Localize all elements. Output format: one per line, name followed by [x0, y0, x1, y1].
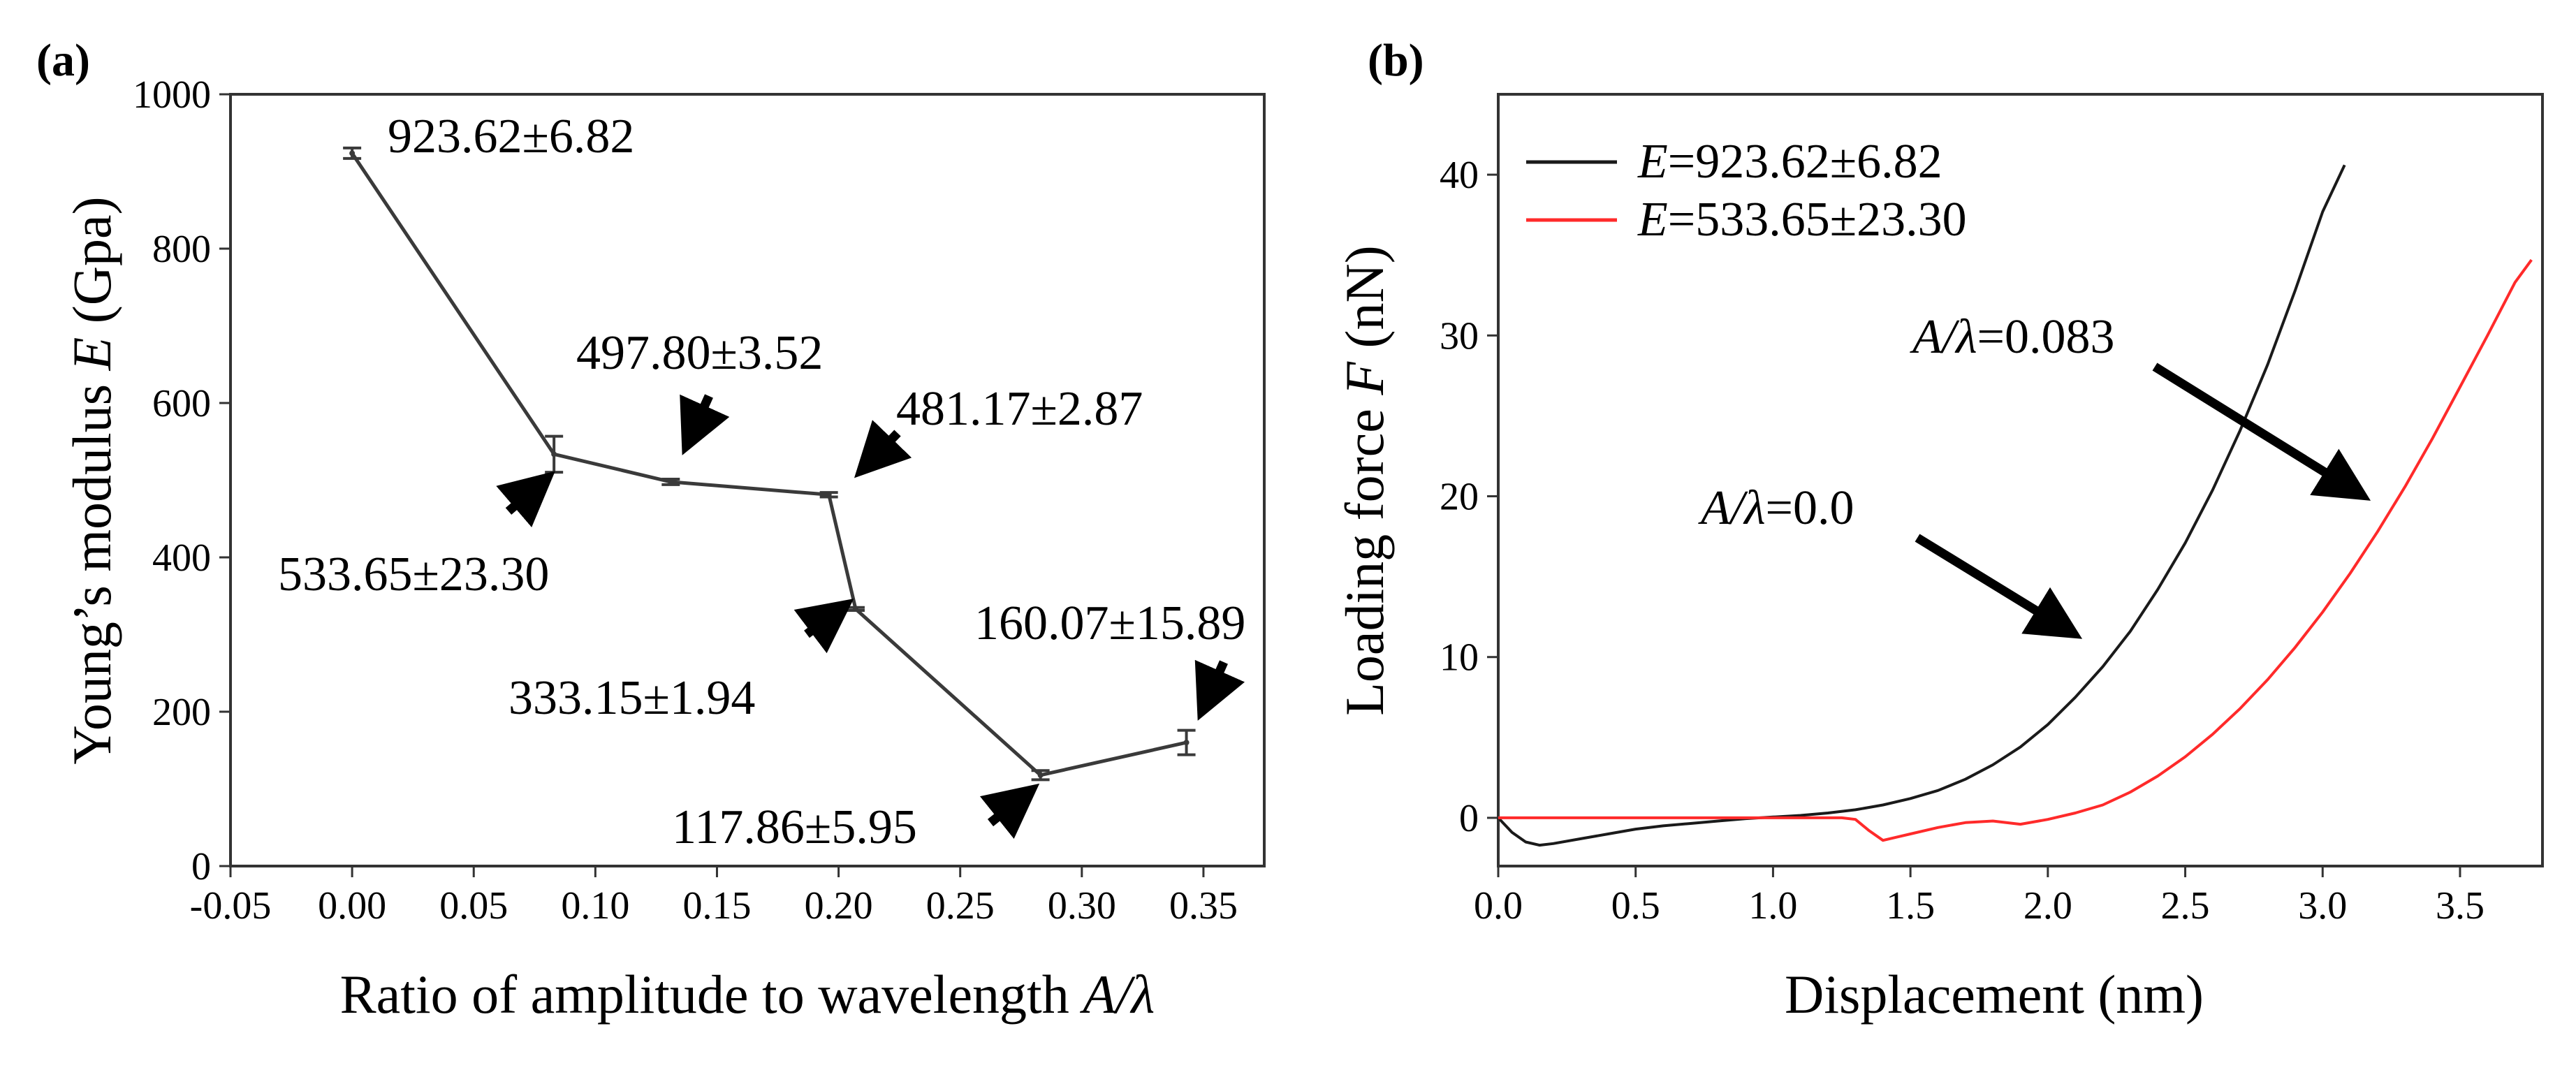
panel-a-ytick-label-4: 800 — [152, 228, 211, 271]
panel-a-xlabel: Ratio of amplitude to wavelength A/λ — [340, 964, 1155, 1025]
panel-a-ylabel: Young’s modulus E (Gpa) — [61, 196, 122, 764]
data-point-3 — [826, 492, 832, 498]
panel-a-ytick-label-0: 0 — [191, 845, 211, 888]
annotation-5: 117.86±5.95 — [672, 800, 917, 854]
panel-b-ytick-label-2: 20 — [1440, 476, 1479, 519]
data-point-1 — [551, 451, 557, 457]
panel-b-xtick-label-1: 0.5 — [1611, 884, 1660, 928]
arrow-1 — [496, 471, 555, 527]
panel-b-ytick-label-4: 40 — [1440, 154, 1479, 197]
legend-label-1: E=533.65±23.30 — [1637, 193, 1967, 247]
panel-a-xtick-label-8: 0.35 — [1169, 884, 1238, 928]
data-point-0 — [349, 150, 356, 156]
panel-b-ytick-label-1: 10 — [1440, 636, 1479, 680]
panel-b-xtick-label-7: 3.5 — [2436, 884, 2484, 928]
arrow-2 — [680, 394, 730, 455]
panel-a-ytick-label-3: 600 — [152, 382, 211, 425]
arrow-ratio-0 — [1915, 534, 2083, 639]
annotation-1: 533.65±23.30 — [278, 548, 549, 601]
panel-b-legend: E=923.62±6.82 E=533.65±23.30 — [1526, 135, 1967, 247]
panel-a-series-line-0 — [351, 152, 1187, 777]
panel-b-plot-frame — [1497, 93, 2544, 867]
annotation-ratio-0: A/λ=0.0 — [1698, 481, 1854, 535]
data-point-6 — [1183, 740, 1190, 746]
annotation-4: 333.15±1.94 — [508, 671, 755, 725]
panel-b-ylabel: Loading force F (nN) — [1334, 245, 1395, 716]
panel-b-xtick-label-2: 1.0 — [1748, 884, 1797, 928]
annotation-0: 923.62±6.82 — [388, 110, 634, 163]
data-point-5 — [1037, 772, 1044, 778]
panel-b-ytick-label-0: 0 — [1459, 797, 1479, 840]
panel-b-xtick-label-4: 2.0 — [2024, 884, 2072, 928]
panel-b-xtick-label-0: 0.0 — [1474, 884, 1523, 928]
legend-label-0: E=923.62±6.82 — [1637, 135, 1942, 189]
panel-a-xtick-label-1: 0.00 — [318, 884, 386, 928]
panel-a: (a) -0.05 0.00 0.05 0.10 0.15 0.20 0.25 0.30 0.3… — [36, 35, 1266, 1025]
panel-b-ytick-label-3: 30 — [1440, 314, 1479, 358]
arrow-ratio-0083 — [2152, 362, 2371, 501]
panel-a-xtick-label-2: 0.05 — [439, 884, 508, 928]
panel-b-series-line-0 — [1497, 164, 2346, 847]
arrow-6 — [1194, 659, 1245, 721]
panel-b-xtick-label-3: 1.5 — [1886, 884, 1935, 928]
panel-b-xlabel: Displacement (nm) — [1785, 964, 2204, 1025]
panel-a-ytick-label-2: 400 — [152, 536, 211, 580]
panel-a-label: (a) — [36, 35, 90, 86]
arrow-4 — [793, 599, 854, 654]
data-point-2 — [668, 478, 674, 485]
annotation-2: 497.80±3.52 — [576, 326, 823, 380]
panel-a-xtick-label-4: 0.15 — [682, 884, 751, 928]
panel-a-xtick-label-5: 0.20 — [805, 884, 873, 928]
panel-a-ytick-label-5: 1000 — [133, 73, 211, 117]
panel-b-xtick-label-5: 2.5 — [2161, 884, 2210, 928]
panel-b-series-line-1 — [1498, 258, 2533, 842]
panel-a-xtick-label-3: 0.10 — [561, 884, 629, 928]
panel-a-xtick-label-6: 0.25 — [926, 884, 995, 928]
panel-b-label: (b) — [1368, 35, 1424, 86]
annotation-6: 160.07±15.89 — [974, 596, 1245, 650]
panel-a-plot-frame — [229, 93, 1266, 867]
arrow-3 — [854, 420, 912, 478]
panel-b: (b) 0.0 0.5 1.0 1.5 2.0 2.5 3.0 3.5 0 10 20 30 40 E=… — [1334, 35, 2544, 1025]
panel-a-xtick-label-0: -0.05 — [190, 884, 272, 928]
panel-b-xtick-label-6: 3.0 — [2298, 884, 2347, 928]
panel-a-ytick-label-1: 200 — [152, 691, 211, 734]
annotation-ratio-0083: A/λ=0.083 — [1910, 310, 2115, 364]
data-point-4 — [852, 606, 858, 612]
arrow-5 — [979, 783, 1040, 840]
panel-a-xtick-label-7: 0.30 — [1048, 884, 1116, 928]
annotation-3: 481.17±2.87 — [896, 382, 1143, 436]
